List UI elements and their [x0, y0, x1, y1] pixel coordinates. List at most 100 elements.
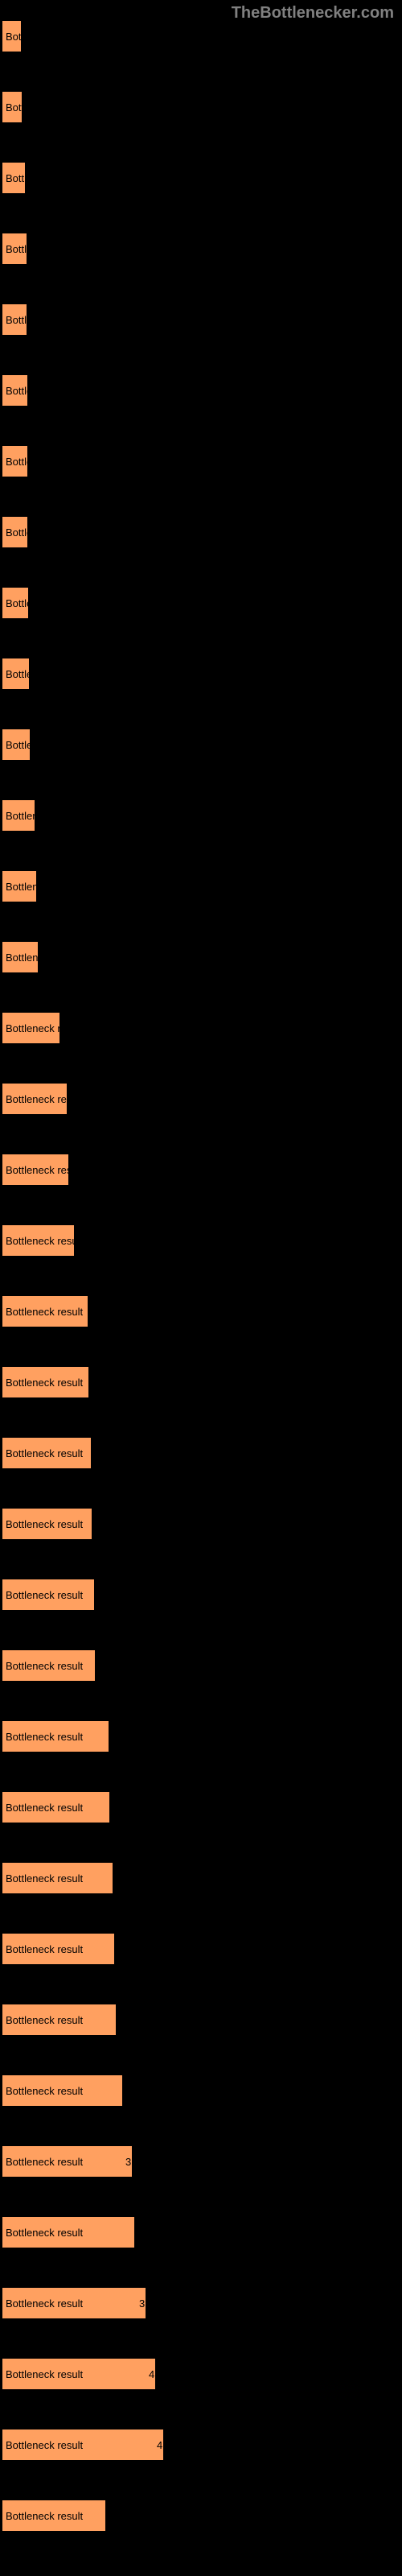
bar-label: Bottleneck res: [6, 1164, 68, 1176]
bar-label: Bottle: [6, 597, 28, 609]
bar-row: Bottleneck result: [2, 1791, 402, 1823]
bar-row: Bottleneck result3: [2, 2145, 402, 2178]
chart-bar: Bottleneck result 3: [2, 2287, 146, 2319]
chart-bar: Bottl: [2, 162, 26, 194]
bar-label: Bottleneck result: [6, 2227, 83, 2239]
bar-row: Bottleneck result: [2, 1720, 402, 1752]
bar-label: Bottleneck result: [6, 1093, 67, 1105]
chart-bar: Bottle: [2, 303, 27, 336]
bar-row: Bott: [2, 91, 402, 123]
chart-bar: Bottleneck result: [2, 1366, 89, 1398]
bar-label: Bottleneck result: [6, 2014, 83, 2026]
chart-bar: Bottleneck re: [2, 1012, 60, 1044]
bar-value: 4: [149, 2368, 154, 2380]
bar-row: Bottle: [2, 303, 402, 336]
bar-label: Bottle: [6, 243, 27, 255]
bar-row: Bottlene: [2, 870, 402, 902]
bar-label: Bottl: [6, 172, 25, 184]
bar-row: Bottleneck result 3: [2, 2287, 402, 2319]
bar-row: Bottlene: [2, 799, 402, 832]
bar-row: Bottleneck result: [2, 2500, 402, 2532]
bar-label: Bottlene: [6, 810, 35, 822]
bar-row: Bottleneck result: [2, 1933, 402, 1965]
bar-row: Bottleneck res: [2, 1154, 402, 1186]
chart-bar: Bottleneck result: [2, 1649, 96, 1682]
bar-label: Bottle: [6, 668, 29, 680]
bar-row: Bottleneck result: [2, 1366, 402, 1398]
bar-row: Bottleneck result: [2, 2074, 402, 2107]
bar-row: Bottleneck result: [2, 2216, 402, 2248]
chart-bar: Bottle: [2, 233, 27, 265]
bar-row: Bottleneck result: [2, 2004, 402, 2036]
bar-row: Bott: [2, 20, 402, 52]
bar-row: Bottlen: [2, 729, 402, 761]
bar-label: Bottleneck result: [6, 1377, 83, 1389]
chart-bar: Bottleneck result: [2, 1295, 88, 1327]
bar-label: Bottlene: [6, 881, 36, 893]
bar-label: Bottleneck result: [6, 1660, 83, 1672]
chart-bar: Bottleneck result 4: [2, 2358, 156, 2390]
bar-label: Bottle: [6, 456, 27, 468]
bar-value: 4: [157, 2439, 162, 2451]
chart-bar: Bottle: [2, 587, 29, 619]
bar-label: Bottle: [6, 314, 27, 326]
chart-bar: Bottleneck result: [2, 2500, 106, 2532]
bar-value: 3: [125, 2156, 131, 2168]
bar-label: Bottleneck result: [6, 1235, 74, 1247]
bar-label: Bottleneck result: [6, 1872, 83, 1885]
bar-row: Bottleneck re: [2, 1012, 402, 1044]
chart-bar: Bott: [2, 91, 23, 123]
chart-bar: Bottlene: [2, 799, 35, 832]
bar-row: Bottleneck result: [2, 1083, 402, 1115]
bar-label: Bottleneck result: [6, 2297, 83, 2310]
bar-row: Bottle: [2, 587, 402, 619]
bar-label: Bottle: [6, 385, 27, 397]
bar-row: Bottl: [2, 162, 402, 194]
bar-label: Bottleneck result: [6, 1447, 83, 1459]
bar-row: Bottleneck result: [2, 1508, 402, 1540]
bar-value: 3: [139, 2297, 145, 2310]
bar-label: Bottleneck result: [6, 1518, 83, 1530]
chart-bar: Bottlene: [2, 870, 37, 902]
bar-row: Bottle: [2, 445, 402, 477]
chart-bar: Bottlen: [2, 729, 31, 761]
chart-bar: Bottleneck result: [2, 1437, 92, 1469]
bar-row: Bottlene: [2, 941, 402, 973]
chart-bar: Bottleneck result: [2, 1508, 92, 1540]
bar-row: Bottle: [2, 516, 402, 548]
chart-bar: Bottleneck result: [2, 2004, 117, 2036]
bar-label: Bottleneck result: [6, 2085, 83, 2097]
bar-row: Bottleneck result: [2, 1437, 402, 1469]
bar-row: Bottleneck result: [2, 1224, 402, 1257]
chart-bar: Bottleneck result: [2, 1933, 115, 1965]
bar-label: Bottleneck result: [6, 1306, 83, 1318]
chart-bar: Bottlene: [2, 941, 39, 973]
bar-label: Bottleneck result: [6, 2368, 83, 2380]
bar-row: Bottleneck result: [2, 1579, 402, 1611]
bar-label: Bott: [6, 31, 21, 43]
bar-row: Bottleneck result: [2, 1862, 402, 1894]
chart-bar: Bottleneck result 4: [2, 2429, 164, 2461]
chart-bar: Bottleneck result3: [2, 2145, 133, 2178]
chart-bar: Bottle: [2, 374, 28, 407]
chart-bar: Bottle: [2, 445, 28, 477]
chart-bar: Bottleneck result: [2, 1862, 113, 1894]
bar-label: Bottle: [6, 526, 27, 539]
chart-bar: Bottleneck res: [2, 1154, 69, 1186]
chart-bar: Bott: [2, 20, 22, 52]
bar-label: Bottleneck result: [6, 1589, 83, 1601]
bar-label: Bott: [6, 101, 22, 114]
chart-bar: Bottle: [2, 658, 30, 690]
chart-bar: Bottleneck result: [2, 1224, 75, 1257]
bar-label: Bottleneck result: [6, 2439, 83, 2451]
chart-bar: Bottle: [2, 516, 28, 548]
bar-row: Bottleneck result: [2, 1295, 402, 1327]
chart-bar: Bottleneck result: [2, 1083, 68, 1115]
bar-row: Bottle: [2, 233, 402, 265]
bar-label: Bottlene: [6, 952, 38, 964]
bar-label: Bottleneck result: [6, 1943, 83, 1955]
chart-bar: Bottleneck result: [2, 1791, 110, 1823]
bar-label: Bottleneck re: [6, 1022, 59, 1034]
bar-label: Bottleneck result: [6, 1731, 83, 1743]
bar-row: Bottleneck result: [2, 1649, 402, 1682]
